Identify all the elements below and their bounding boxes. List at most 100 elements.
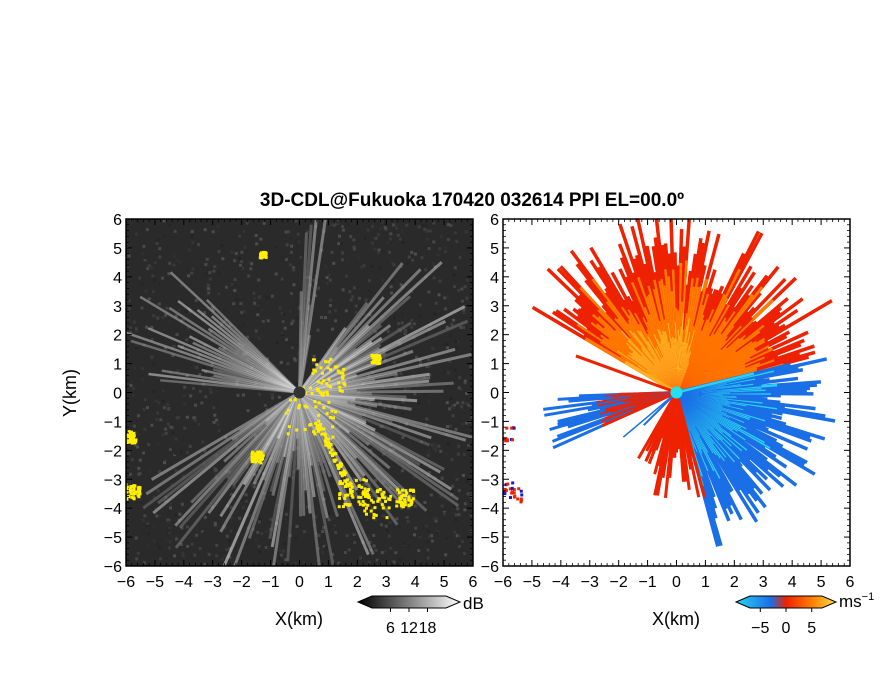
noise-cell: [181, 551, 185, 555]
noise-cell: [159, 418, 163, 422]
noise-cell: [150, 338, 154, 342]
overlay-echo-cell: [126, 486, 129, 490]
noise-cell: [186, 326, 190, 330]
overlay-echo-cell: [367, 496, 371, 500]
noise-cell: [365, 518, 369, 522]
noise-cell: [127, 452, 131, 456]
overlay-echo-cell: [348, 481, 352, 485]
noise-cell: [142, 451, 146, 455]
noise-cell: [147, 297, 151, 301]
noise-cell: [217, 292, 221, 296]
noise-cell: [347, 223, 351, 227]
noise-cell: [174, 537, 178, 541]
overlay-echo-cell: [323, 439, 327, 443]
overlay-echo-cell: [343, 496, 347, 500]
overlay-echo-cell: [337, 464, 341, 468]
noise-cell: [457, 288, 461, 292]
overlay-echo-cell: [315, 426, 319, 430]
noise-cell: [230, 250, 234, 254]
overlay-echo-cell: [321, 393, 325, 397]
left-echo-rays: [126, 219, 473, 566]
overlay-echo-cell: [408, 488, 412, 492]
noise-cell: [135, 232, 139, 236]
x-tick-label: 4: [788, 574, 797, 591]
noise-cell: [441, 496, 445, 500]
noise-cell: [164, 313, 168, 317]
noise-cell: [264, 517, 268, 521]
noise-cell: [450, 323, 454, 327]
overlay-echo-cell: [127, 433, 131, 437]
noise-cell: [176, 369, 180, 373]
noise-cell: [450, 227, 454, 231]
overlay-echo-cell: [330, 448, 334, 452]
overlay-echo-cell: [327, 384, 331, 388]
noise-cell: [239, 302, 243, 306]
noise-cell: [293, 562, 297, 566]
noise-cell: [258, 550, 262, 554]
overlay-echo-cell: [284, 411, 288, 415]
noise-cell: [133, 366, 137, 370]
left-y-axis-label: Y(km): [60, 369, 80, 417]
noise-cell: [424, 524, 428, 528]
noise-cell: [164, 556, 168, 560]
overlay-echo-cell: [138, 492, 142, 496]
noise-cell: [207, 291, 211, 295]
noise-cell: [128, 480, 132, 484]
noise-cell: [155, 543, 159, 547]
noise-cell: [165, 306, 169, 310]
noise-cell: [343, 551, 347, 555]
noise-cell: [391, 223, 395, 227]
noise-cell: [453, 285, 457, 289]
noise-cell: [146, 220, 150, 224]
overlay-echo-cell: [130, 489, 134, 493]
noise-cell: [127, 299, 131, 303]
overlay-echo-cell: [127, 435, 131, 439]
noise-cell: [140, 252, 144, 256]
overlay-echo-cell: [128, 489, 132, 493]
noise-cell: [140, 492, 144, 496]
noise-cell: [454, 354, 458, 358]
noise-cell: [288, 478, 292, 482]
noise-cell: [376, 233, 380, 237]
noise-cell: [168, 223, 172, 227]
noise-cell: [370, 224, 374, 228]
noise-cell: [166, 529, 170, 533]
noise-cell: [463, 285, 467, 289]
noise-cell: [208, 387, 212, 391]
noise-cell: [418, 475, 422, 479]
noise-cell: [390, 291, 394, 295]
noise-cell: [385, 241, 389, 245]
overlay-echo-cell: [402, 503, 406, 507]
noise-cell: [245, 335, 249, 339]
velocity-cell: [506, 482, 510, 486]
noise-cell: [460, 287, 464, 291]
noise-cell: [437, 293, 441, 297]
velocity-cell: [519, 497, 523, 501]
noise-cell: [431, 346, 435, 350]
overlay-echo-cell: [316, 380, 320, 384]
overlay-echo-cell: [126, 497, 129, 501]
noise-cell: [453, 368, 457, 372]
noise-cell: [165, 280, 169, 284]
noise-cell: [136, 551, 140, 555]
noise-cell: [465, 296, 469, 300]
noise-cell: [277, 395, 281, 399]
noise-cell: [152, 539, 156, 543]
overlay-echo-cell: [264, 255, 268, 259]
overlay-echo-cell: [344, 493, 348, 497]
velocity-ray: [601, 391, 678, 427]
noise-cell: [183, 402, 187, 406]
noise-cell: [281, 311, 285, 315]
noise-cell: [333, 223, 337, 227]
overlay-echo-cell: [134, 490, 138, 494]
noise-cell: [400, 321, 404, 325]
noise-cell: [319, 470, 323, 474]
overlay-echo-cell: [366, 489, 370, 493]
overlay-echo-cell: [364, 506, 368, 510]
noise-cell: [410, 250, 414, 254]
noise-cell: [163, 234, 167, 238]
noise-cell: [395, 308, 399, 312]
noise-cell: [132, 387, 136, 391]
noise-cell: [156, 489, 160, 493]
noise-cell: [283, 542, 287, 546]
